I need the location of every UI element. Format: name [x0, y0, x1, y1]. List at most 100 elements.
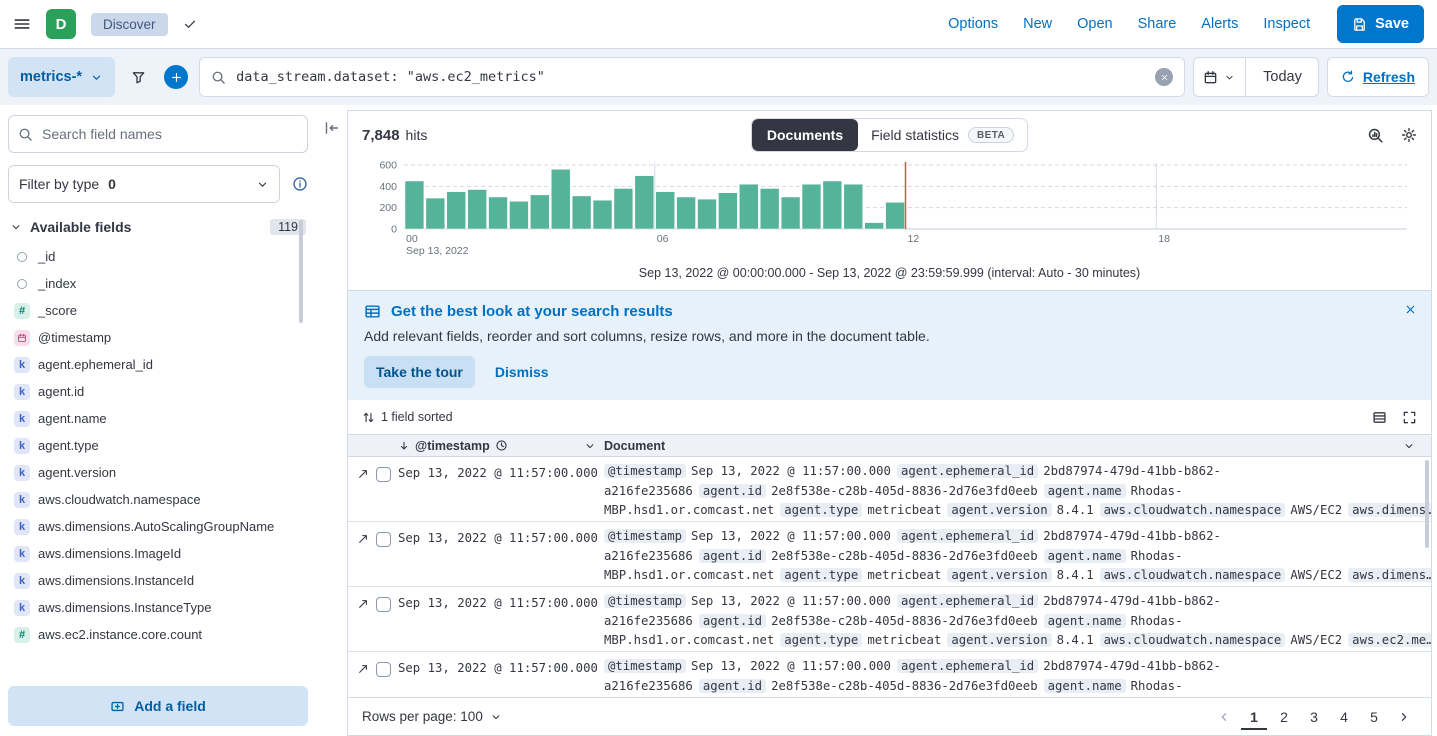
field-name: agent.type [38, 438, 99, 453]
svg-text:06: 06 [657, 233, 669, 245]
expand-row-icon[interactable] [357, 598, 369, 610]
page-5[interactable]: 5 [1361, 704, 1387, 730]
take-the-tour-button[interactable]: Take the tour [364, 356, 475, 388]
previous-page-button[interactable] [1211, 704, 1237, 730]
field-item[interactable]: k agent.version [8, 459, 308, 486]
field-name: _score [38, 303, 78, 318]
field-item[interactable]: k aws.dimensions.ImageId [8, 540, 308, 567]
field-search-input[interactable] [42, 126, 298, 142]
page-1[interactable]: 1 [1241, 704, 1267, 730]
add-field-label: Add a field [134, 698, 206, 714]
close-icon [1404, 303, 1417, 316]
save-icon [1352, 17, 1367, 32]
save-button[interactable]: Save [1337, 5, 1424, 43]
field-list: _id _index # _score @timestamp k agent.ephemer… [8, 243, 308, 678]
doc-field-badge: agent.type [780, 633, 863, 647]
field-item[interactable]: _index [8, 270, 308, 297]
expand-row-icon[interactable] [357, 663, 369, 675]
scrollbar-thumb[interactable] [1425, 460, 1429, 548]
beta-badge: BETA [968, 127, 1015, 143]
page-3[interactable]: 3 [1301, 704, 1327, 730]
query-text[interactable]: data_stream.dataset: "aws.ec2_metrics" [236, 69, 545, 85]
expand-row-icon[interactable] [357, 468, 369, 480]
expand-row-icon[interactable] [357, 533, 369, 545]
svg-text:400: 400 [379, 181, 397, 193]
field-item[interactable]: k agent.ephemeral_id [8, 351, 308, 378]
filter-by-type-count: 0 [108, 176, 116, 192]
tab-field-statistics[interactable]: Field statistics BETA [858, 127, 1027, 143]
filter-menu-button[interactable] [123, 57, 153, 97]
field-item[interactable]: _id [8, 243, 308, 270]
date-range-button[interactable]: Today [1246, 57, 1319, 97]
document-column-header[interactable]: Document [604, 439, 1431, 453]
row-checkbox[interactable] [376, 597, 391, 612]
close-icon [1160, 73, 1169, 82]
add-filter-button[interactable] [161, 57, 191, 97]
histogram-chart[interactable]: 0 200 400 600 00 06 12 18 Sep 13, 2022 [358, 159, 1421, 262]
field-name: aws.ec2.instance.core.count [38, 627, 203, 642]
field-item[interactable]: k agent.id [8, 378, 308, 405]
row-density-icon[interactable] [1372, 410, 1387, 425]
field-item[interactable]: k aws.dimensions.InstanceType [8, 594, 308, 621]
info-icon[interactable] [292, 176, 308, 192]
doc-field-badge: agent.name [1043, 483, 1126, 498]
chevron-down-icon[interactable] [1403, 440, 1415, 452]
date-quick-select-button[interactable] [1193, 57, 1247, 97]
add-field-button[interactable]: Add a field [8, 686, 308, 726]
field-name: agent.ephemeral_id [38, 357, 153, 372]
next-page-button[interactable] [1391, 704, 1417, 730]
tab-documents[interactable]: Documents [751, 119, 859, 151]
nav-link-new[interactable]: New [1023, 16, 1053, 32]
rows-per-page-button[interactable]: Rows per page: 100 [362, 709, 502, 724]
collapse-sidebar-icon[interactable] [324, 120, 340, 136]
fullscreen-icon[interactable] [1402, 410, 1417, 425]
breadcrumb[interactable]: Discover [91, 12, 168, 36]
doc-field-value: metricbeat [867, 568, 942, 582]
callout-close-button[interactable] [1404, 303, 1417, 319]
nav-link-inspect[interactable]: Inspect [1263, 16, 1311, 32]
field-item[interactable]: k aws.dimensions.InstanceId [8, 567, 308, 594]
field-search-box[interactable] [8, 115, 308, 153]
row-checkbox[interactable] [376, 662, 391, 677]
scrollbar-thumb[interactable] [299, 220, 303, 323]
field-item[interactable]: @timestamp [8, 324, 308, 351]
svg-text:Sep 13, 2022: Sep 13, 2022 [406, 245, 469, 257]
filter-by-type-select[interactable]: Filter by type 0 [8, 165, 280, 203]
field-item[interactable]: k aws.cloudwatch.namespace [8, 486, 308, 513]
field-item[interactable]: # _score [8, 297, 308, 324]
nav-link-options[interactable]: Options [948, 16, 999, 32]
inspect-icon[interactable] [1367, 127, 1384, 144]
callout-body: Add relevant fields, reorder and sort co… [364, 328, 930, 344]
dismiss-button[interactable]: Dismiss [494, 364, 549, 380]
filter-by-type-row: Filter by type 0 [8, 165, 308, 203]
row-checkbox[interactable] [376, 467, 391, 482]
timestamp-column-header[interactable]: @timestamp [398, 439, 604, 453]
field-item[interactable]: k agent.type [8, 432, 308, 459]
nav-link-share[interactable]: Share [1137, 16, 1177, 32]
field-item[interactable]: k agent.name [8, 405, 308, 432]
nav-link-alerts[interactable]: Alerts [1201, 16, 1239, 32]
doc-field-value: AWS/EC2 [1290, 633, 1343, 647]
refresh-button[interactable]: Refresh [1326, 57, 1429, 97]
field-item[interactable]: k aws.dimensions.AutoScalingGroupName [8, 513, 308, 540]
clear-query-button[interactable] [1155, 68, 1174, 86]
field-item[interactable]: # aws.ec2.instance.core.count [8, 621, 308, 648]
page-4[interactable]: 4 [1331, 704, 1357, 730]
page-2[interactable]: 2 [1271, 704, 1297, 730]
chevron-down-icon[interactable] [584, 440, 596, 452]
row-checkbox[interactable] [376, 532, 391, 547]
menu-icon[interactable] [13, 15, 31, 33]
gear-icon[interactable] [1401, 127, 1417, 144]
data-view-picker[interactable]: metrics-* [8, 57, 116, 97]
available-fields-header[interactable]: Available fields 119 [8, 217, 308, 243]
hits-count: 7,848 [362, 126, 400, 144]
nav-link-open[interactable]: Open [1077, 16, 1113, 32]
check-icon [183, 17, 197, 31]
doc-field-value: 2e8f538e-c28b-405d-8836-2d76e3fd0eeb [771, 613, 1038, 628]
rows-per-page-label: Rows per page: 100 [362, 709, 483, 724]
query-input[interactable]: data_stream.dataset: "aws.ec2_metrics" [199, 57, 1186, 97]
sort-fields-button[interactable]: 1 field sorted [362, 410, 453, 424]
space-avatar[interactable]: D [46, 9, 76, 39]
